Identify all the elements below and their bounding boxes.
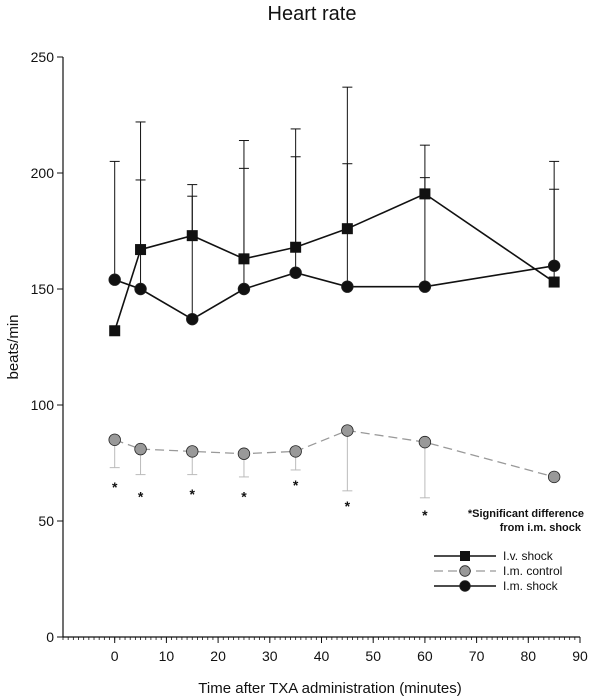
- significance-markers: * * * * * * *: [112, 477, 428, 523]
- data-point: [237, 447, 251, 460]
- x-tick-label: 90: [572, 648, 588, 664]
- data-point: [109, 325, 121, 337]
- data-point: [135, 244, 147, 256]
- legend-label: I.m. control: [503, 564, 562, 578]
- significance-star: *: [190, 486, 196, 502]
- x-axis-label: Time after TXA administration (minutes): [198, 680, 461, 697]
- data-point: [108, 273, 121, 286]
- data-point: [341, 223, 353, 235]
- series-markers: [108, 188, 561, 484]
- data-point: [134, 282, 147, 296]
- data-point: [547, 470, 561, 484]
- x-tick-label: 30: [262, 648, 278, 664]
- significance-star: *: [345, 498, 351, 514]
- annotation-line-1: *Significant difference: [468, 508, 584, 520]
- significance-star: *: [112, 479, 118, 495]
- legend-marker: [460, 551, 470, 561]
- data-point: [186, 445, 199, 458]
- data-point: [238, 253, 250, 265]
- data-point: [186, 312, 199, 326]
- x-tick-label: 40: [314, 648, 330, 664]
- error-bars: [109, 86, 560, 499]
- x-tick-label: 80: [521, 648, 537, 664]
- significance-star: *: [241, 488, 247, 504]
- data-point: [108, 433, 121, 447]
- x-tick-label: 10: [159, 648, 175, 664]
- x-tick-label: 20: [210, 648, 226, 664]
- x-tick-label: 70: [469, 648, 485, 664]
- y-axis-label: beats/min: [5, 314, 22, 379]
- legend-label: I.v. shock: [503, 549, 554, 563]
- data-point: [418, 435, 432, 449]
- y-tick-label: 250: [31, 49, 55, 65]
- y-tick-label: 150: [31, 281, 55, 297]
- y-tick-label: 100: [31, 397, 55, 413]
- chart-title: Heart rate: [268, 3, 357, 25]
- data-point: [289, 445, 302, 458]
- data-point: [186, 230, 198, 242]
- significance-star: *: [138, 488, 144, 504]
- y-tick-label: 0: [46, 629, 54, 645]
- y-tick-label: 50: [38, 513, 54, 529]
- data-point: [418, 280, 432, 293]
- series-line: [113, 192, 555, 332]
- data-point: [341, 424, 354, 437]
- axes: 0 10 20 30 40 50 60 70 80 90 0 50 100 150 200 250: [31, 49, 588, 664]
- data-point: [134, 442, 147, 456]
- significance-annotation: *Significant difference from i.m. shock: [468, 508, 584, 534]
- series-line: [114, 429, 555, 478]
- significance-star: *: [422, 507, 428, 523]
- legend-marker: [459, 580, 471, 592]
- data-point: [419, 188, 431, 200]
- annotation-line-2: from i.m. shock: [500, 522, 582, 534]
- data-point: [290, 241, 302, 253]
- legend-marker: [459, 565, 471, 577]
- data-point: [237, 282, 251, 296]
- significance-star: *: [293, 477, 299, 493]
- series-line: [114, 265, 555, 321]
- x-tick-label: 50: [365, 648, 381, 664]
- series-lines: [113, 192, 555, 478]
- data-point: [547, 259, 561, 273]
- legend-label: I.m. shock: [503, 579, 559, 593]
- x-tick-label: 60: [417, 648, 433, 664]
- data-point: [289, 266, 302, 279]
- y-tick-label: 200: [31, 165, 55, 181]
- data-point: [548, 276, 560, 288]
- data-point: [341, 280, 354, 293]
- x-tick-label: 0: [111, 648, 119, 664]
